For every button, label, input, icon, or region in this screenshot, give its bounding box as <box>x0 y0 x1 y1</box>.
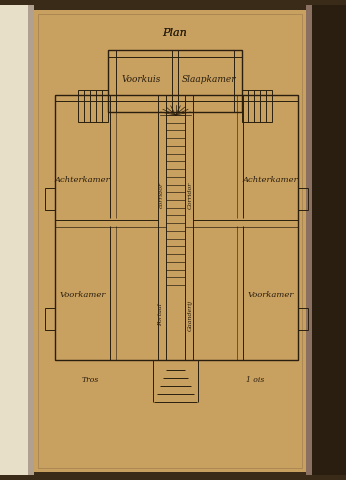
Bar <box>34 10 306 472</box>
Text: Achterkamer: Achterkamer <box>55 176 110 184</box>
Bar <box>298 308 308 330</box>
Text: 1 ois: 1 ois <box>246 376 264 384</box>
Bar <box>242 90 272 122</box>
Text: Portaal: Portaal <box>158 304 164 326</box>
Text: Plan: Plan <box>163 28 188 38</box>
Text: Tros: Tros <box>81 376 99 384</box>
Bar <box>306 5 312 475</box>
Bar <box>108 50 242 112</box>
Text: Corridor: Corridor <box>188 181 192 209</box>
Text: Plan: Plan <box>163 28 188 38</box>
Bar <box>38 14 302 468</box>
Bar <box>45 188 55 210</box>
Bar <box>298 188 308 210</box>
Bar <box>28 5 34 475</box>
Bar <box>45 308 55 330</box>
Text: Voorkuis: Voorkuis <box>122 75 161 84</box>
Text: Achterkamer: Achterkamer <box>243 176 298 184</box>
Text: Gaanderij: Gaanderij <box>188 300 192 331</box>
Bar <box>78 90 108 122</box>
Bar <box>55 95 298 360</box>
Bar <box>0 5 28 475</box>
Text: Voorkamer: Voorkamer <box>247 291 294 299</box>
Text: corridor: corridor <box>158 182 164 208</box>
Text: Slaapkamer: Slaapkamer <box>181 75 236 84</box>
Bar <box>312 5 346 475</box>
Text: Voorkamer: Voorkamer <box>59 291 106 299</box>
